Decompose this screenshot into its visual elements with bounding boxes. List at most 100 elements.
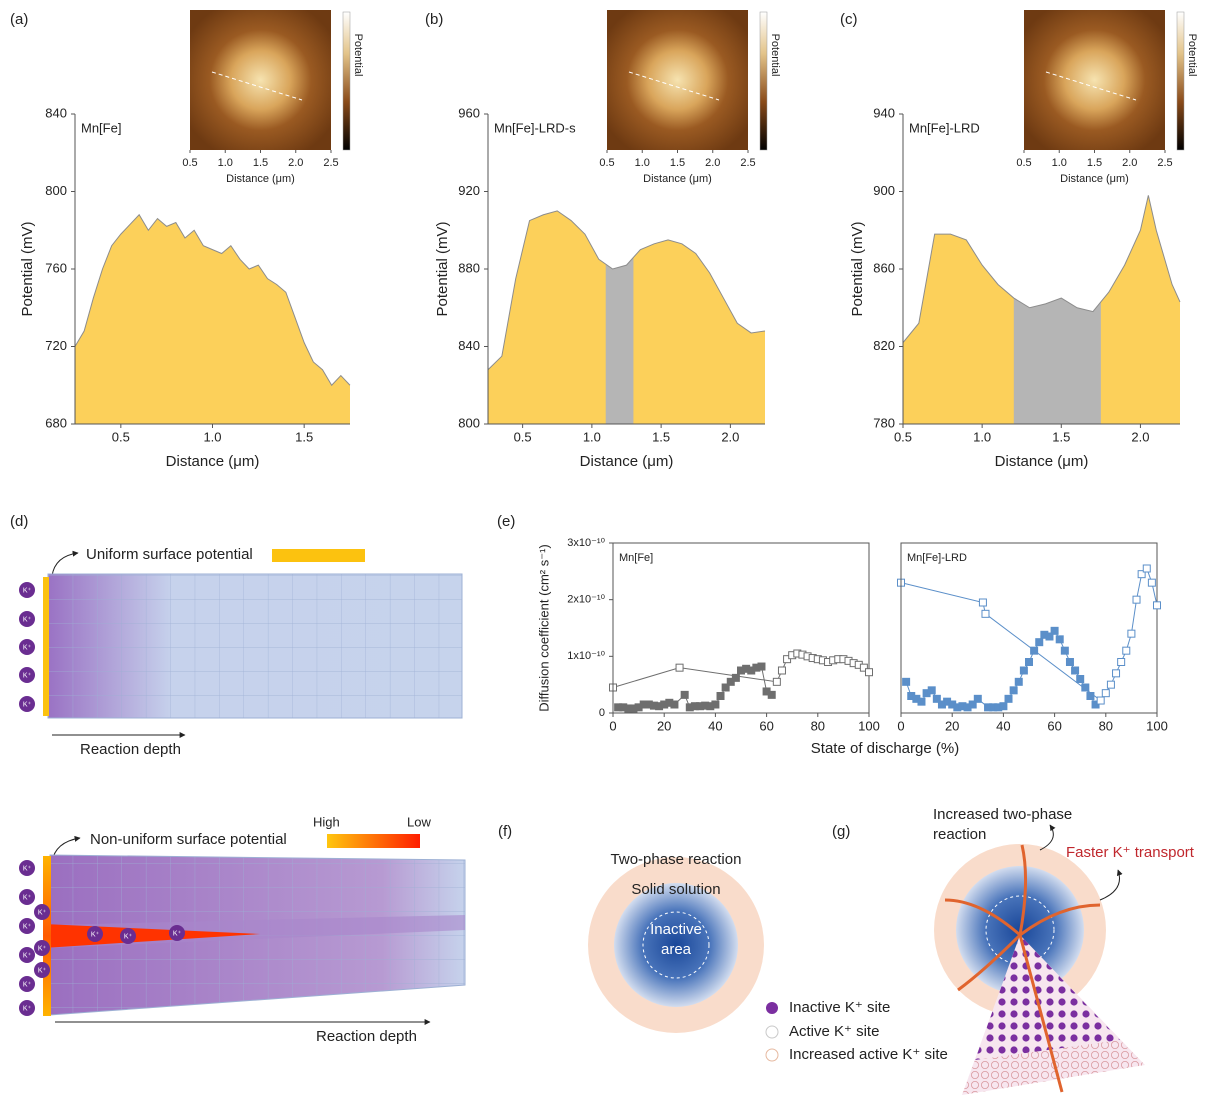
inset-tick-label: 2.0: [1122, 157, 1137, 169]
y-tick-label: 840: [45, 105, 67, 120]
point: [1118, 659, 1125, 666]
ion-label: K⁺: [23, 1005, 32, 1012]
annotation: Increased two-phase: [933, 806, 1072, 823]
x-tick-label: 80: [1099, 718, 1113, 733]
point: [1128, 630, 1135, 637]
y-tick-label: 800: [458, 415, 480, 430]
potential-bar: [272, 549, 365, 562]
region-label: Inactive: [650, 921, 702, 938]
figure: (d) Uniform surface potential Reaction d…: [0, 0, 1208, 1101]
x-tick-label: 1.5: [1052, 429, 1070, 444]
afm-image: [1024, 10, 1165, 150]
y-tick-label: 0: [599, 707, 605, 719]
x-tick-label: 1.0: [583, 429, 601, 444]
point: [928, 687, 935, 694]
y-tick-label: 2x10⁻¹⁰: [567, 594, 605, 606]
point: [671, 701, 678, 708]
ion-label: K⁺: [23, 894, 32, 901]
legend-label: High: [313, 814, 340, 829]
inset-tick-label: 2.0: [705, 157, 720, 169]
y-tick-label: 1x10⁻¹⁰: [567, 650, 605, 662]
ion-label: K⁺: [23, 616, 32, 623]
point: [1077, 676, 1084, 683]
point: [732, 674, 739, 681]
legend-label: Active K⁺ site: [789, 1023, 879, 1040]
inset-axis-title: Distance (μm): [1060, 173, 1129, 185]
y-tick-label: 960: [458, 105, 480, 120]
region-label: Two-phase reaction: [611, 851, 742, 868]
inset-tick-label: 2.0: [288, 157, 303, 169]
panel-label: (f): [498, 823, 512, 840]
point: [1026, 659, 1033, 666]
ion-label: K⁺: [124, 933, 133, 940]
point: [1031, 647, 1038, 654]
x-tick-label: 0.5: [112, 429, 130, 444]
point: [1123, 647, 1130, 654]
ion-label: K⁺: [38, 945, 47, 952]
x-tick-label: 60: [759, 718, 773, 733]
inset-tick-label: 2.5: [323, 157, 338, 169]
ion-label: K⁺: [23, 587, 32, 594]
x-axis-title: State of discharge (%): [811, 740, 959, 757]
point: [1005, 695, 1012, 702]
x-axis-title: Distance (μm): [580, 453, 674, 470]
x-tick-label: 2.0: [1131, 429, 1149, 444]
series-label: Mn[Fe]-LRD: [909, 120, 980, 135]
inset-tick-label: 0.5: [1016, 157, 1031, 169]
x-tick-label: 1.5: [652, 429, 670, 444]
y-tick-label: 820: [873, 338, 895, 353]
inset-tick-label: 0.5: [599, 157, 614, 169]
point: [1010, 687, 1017, 694]
area: [75, 215, 350, 424]
surface-layer: [43, 856, 51, 1016]
point: [1051, 627, 1058, 634]
panel-label: (e): [497, 513, 515, 530]
point: [1087, 693, 1094, 700]
y-axis-title: Potential (mV): [19, 221, 36, 316]
ion-label: K⁺: [23, 952, 32, 959]
series-line: [901, 569, 1157, 701]
inset-tick-label: 1.0: [218, 157, 233, 169]
point: [866, 669, 873, 676]
inset-tick-label: 1.5: [1087, 157, 1102, 169]
potential-scale: [327, 834, 420, 848]
point: [1107, 681, 1114, 688]
ion-label: K⁺: [38, 967, 47, 974]
legend-label: Increased active K⁺ site: [789, 1046, 948, 1063]
x-tick-label: 1.0: [973, 429, 991, 444]
point: [681, 691, 688, 698]
x-tick-label: 1.5: [295, 429, 313, 444]
panel-label: (c): [840, 11, 858, 28]
ion-label: K⁺: [23, 672, 32, 679]
annotation: Non-uniform surface potential: [90, 831, 287, 848]
y-tick-label: 940: [873, 105, 895, 120]
inset-tick-label: 1.5: [253, 157, 268, 169]
point: [1066, 659, 1073, 666]
panel-label: (b): [425, 11, 443, 28]
point: [1015, 678, 1022, 685]
surface-layer: [43, 577, 49, 716]
x-tick-label: 2.0: [721, 429, 739, 444]
point: [1036, 639, 1043, 646]
x-tick-label: 20: [657, 718, 671, 733]
point: [717, 693, 724, 700]
legend-label: Inactive K⁺ site: [789, 999, 890, 1016]
panel-label: (g): [832, 823, 850, 840]
inset-tick-label: 1.0: [635, 157, 650, 169]
colorbar-label: Potential: [769, 34, 781, 77]
point: [1102, 690, 1109, 697]
x-tick-label: 40: [708, 718, 722, 733]
axis-caption: Reaction depth: [316, 1028, 417, 1045]
x-tick-label: 1.0: [203, 429, 221, 444]
x-tick-label: 80: [811, 718, 825, 733]
y-tick-label: 880: [458, 260, 480, 275]
point: [1097, 697, 1104, 704]
inset-axis-title: Distance (μm): [643, 173, 712, 185]
arrow: [52, 553, 78, 576]
series-label: Mn[Fe]-LRD-s: [494, 120, 576, 135]
point: [773, 678, 780, 685]
inset-axis-title: Distance (μm): [226, 173, 295, 185]
legend-marker: [766, 1026, 778, 1038]
point: [982, 610, 989, 617]
x-tick-label: 0: [609, 718, 616, 733]
